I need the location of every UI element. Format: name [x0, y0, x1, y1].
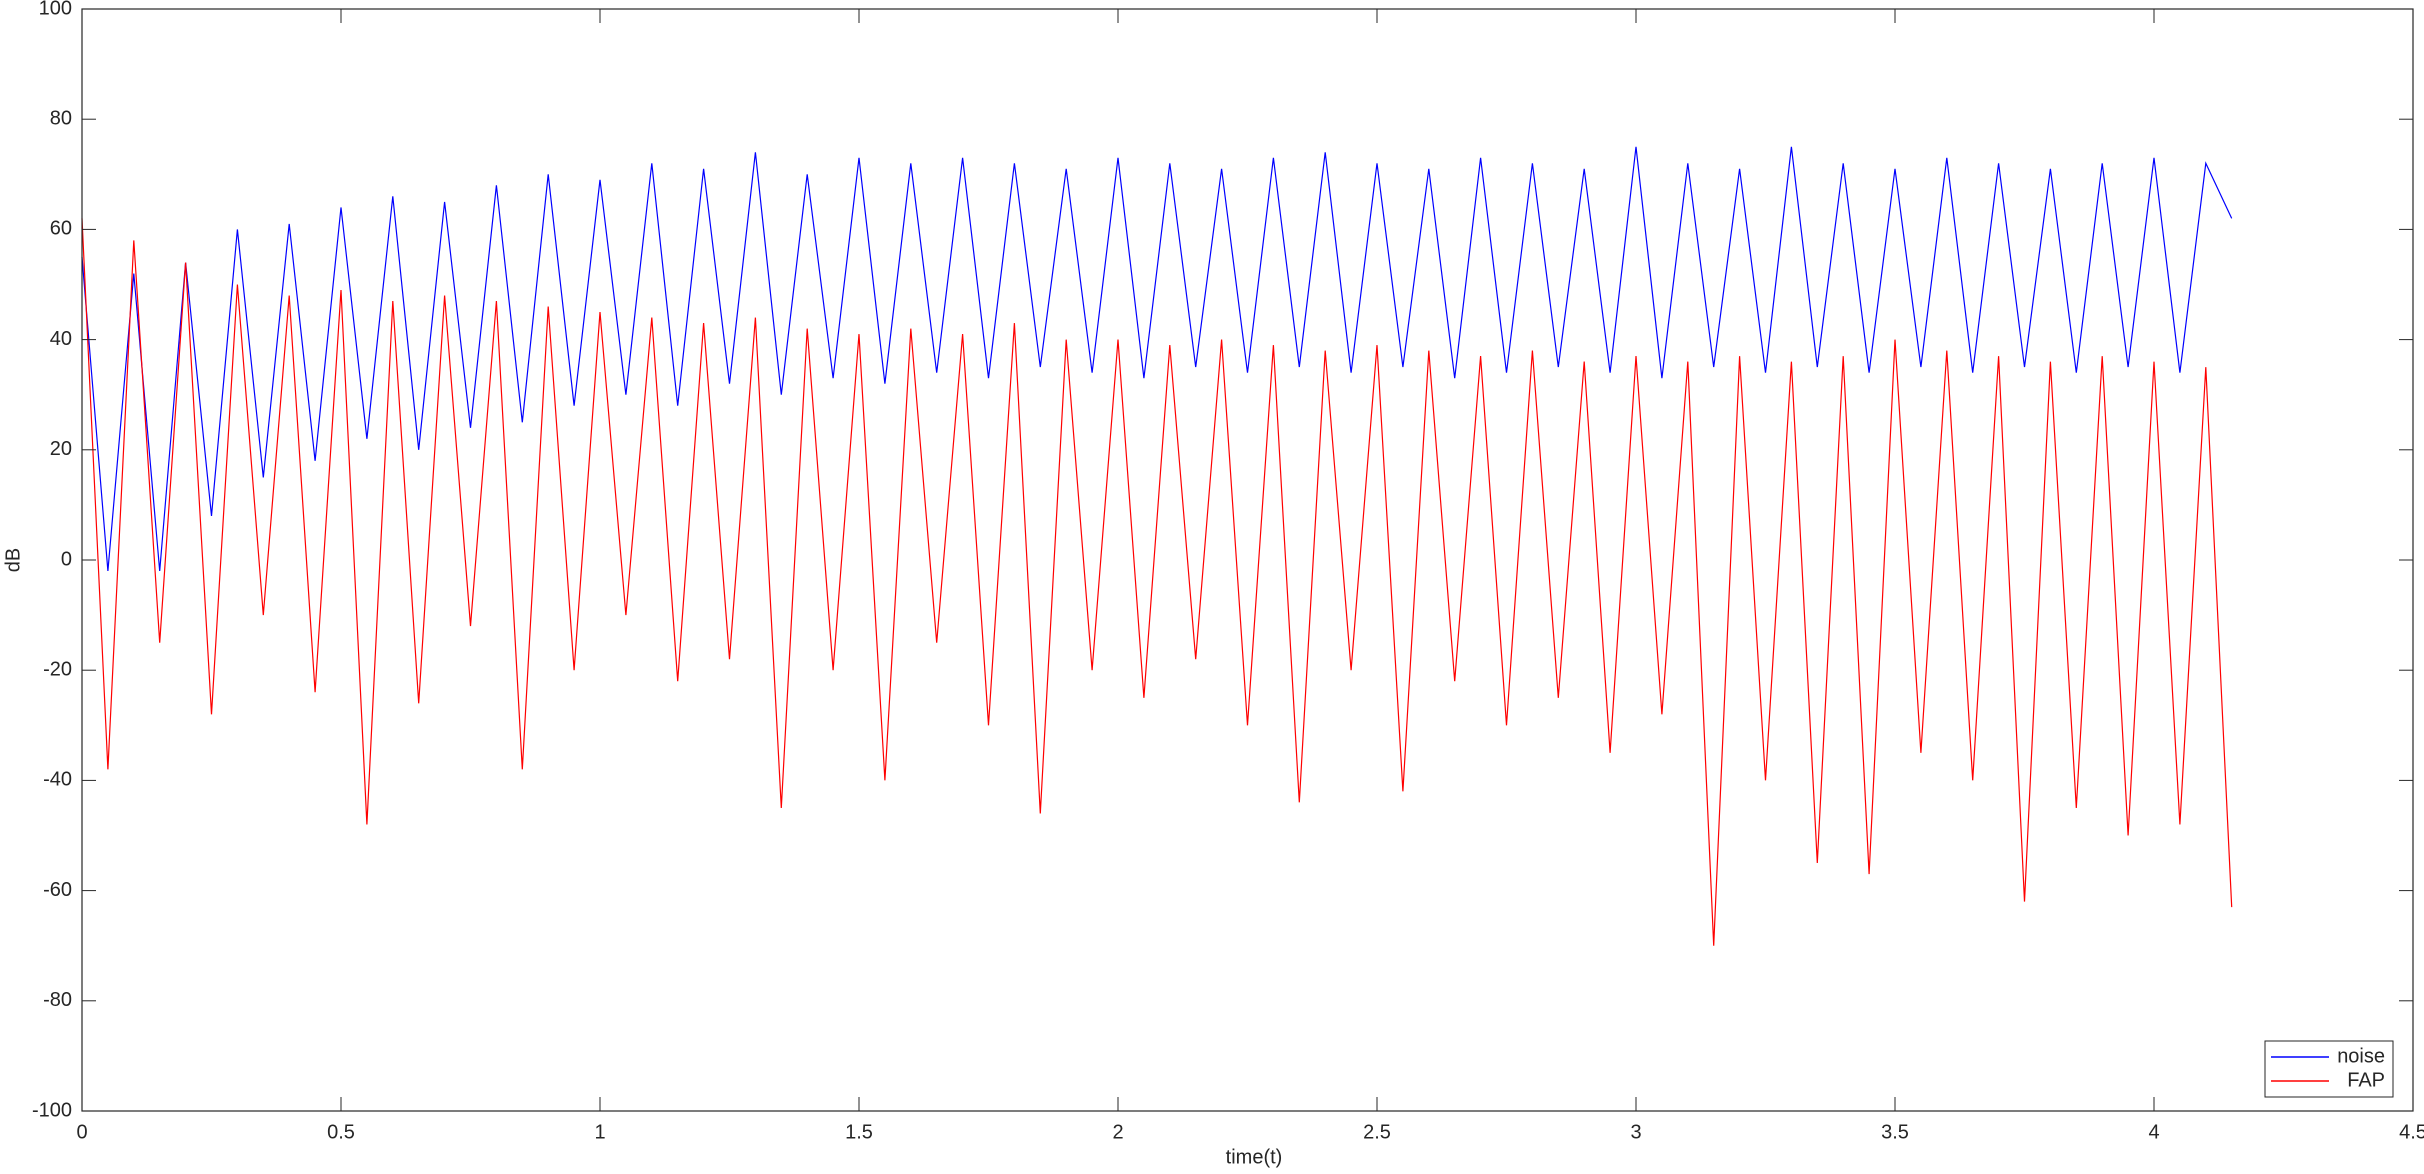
y-tick-label: -40	[43, 769, 72, 791]
x-tick-label: 0	[76, 1121, 87, 1143]
x-tick-label: 4	[2148, 1121, 2159, 1143]
y-tick-label: 100	[39, 0, 72, 19]
y-tick-label: -20	[43, 658, 72, 680]
legend-label: noise	[2337, 1045, 2385, 1067]
x-tick-label: 1	[594, 1121, 605, 1143]
series-line	[81, 146, 2233, 572]
legend-box	[2264, 1040, 2394, 1098]
x-tick-label: 3.5	[1881, 1121, 1909, 1143]
y-tick-label: 80	[50, 107, 72, 129]
x-tick-label: 1.5	[845, 1121, 873, 1143]
x-tick-label: 2	[1112, 1121, 1123, 1143]
y-tick-label: 60	[50, 218, 72, 240]
plot-frame	[81, 8, 2414, 1112]
series-line	[81, 218, 2233, 946]
y-tick-label: 20	[50, 438, 72, 460]
x-tick-label: 0.5	[327, 1121, 355, 1143]
x-tick-label: 3	[1630, 1121, 1641, 1143]
y-axis-label: dB	[2, 548, 24, 572]
x-axis-label: time(t)	[1226, 1146, 1283, 1168]
y-tick-label: -60	[43, 879, 72, 901]
legend-label: FAP	[2347, 1069, 2385, 1091]
y-tick-label: -80	[43, 989, 72, 1011]
y-tick-label: -100	[32, 1099, 72, 1121]
y-tick-label: 40	[50, 328, 72, 350]
x-tick-label: 2.5	[1363, 1121, 1391, 1143]
y-tick-label: 0	[61, 548, 72, 570]
x-tick-label: 4.5	[2399, 1121, 2424, 1143]
